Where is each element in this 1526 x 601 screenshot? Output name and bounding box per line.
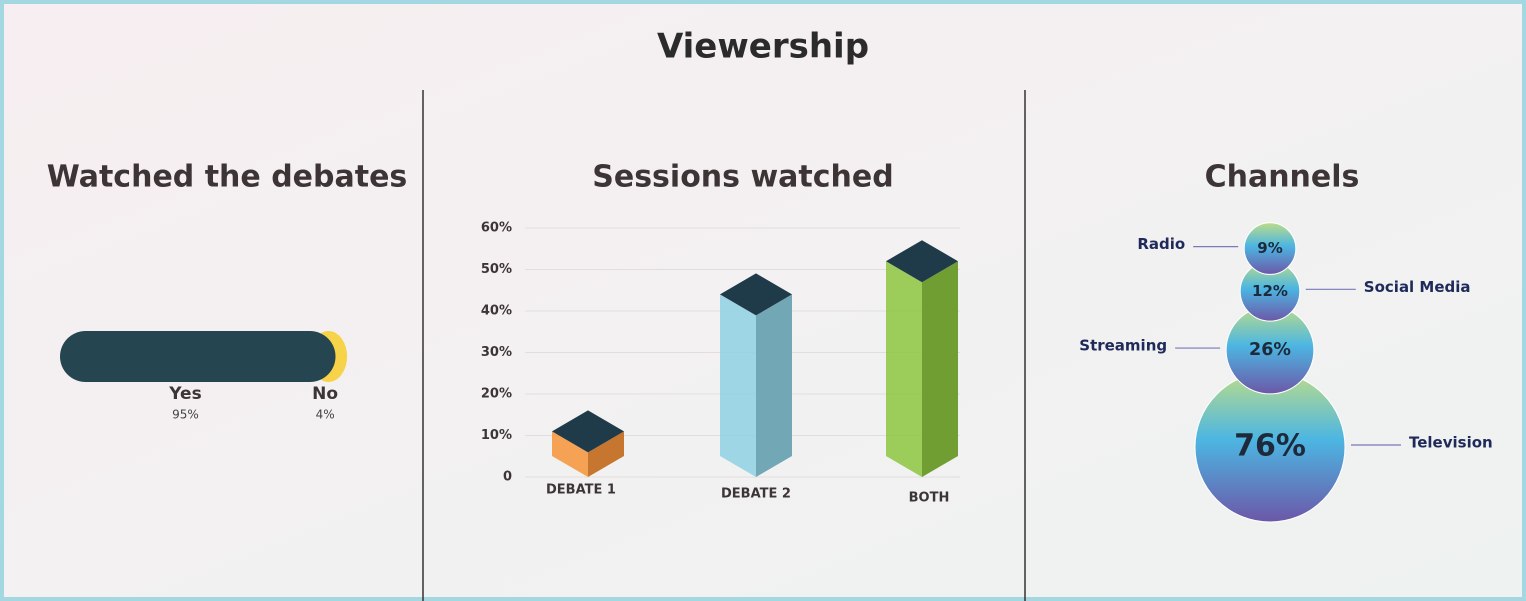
infographic: Viewership Watched the debates Sessions … (0, 0, 1526, 601)
category-label: Radio (1137, 235, 1185, 253)
page-title: Viewership (657, 27, 869, 67)
page: Viewership Watched the debates Sessions … (0, 0, 1526, 601)
chart-title: Watched the debates (47, 160, 408, 195)
y-tick-label: 0 (503, 470, 512, 485)
y-tick-label: 10% (481, 428, 512, 443)
value-label: 76% (1234, 429, 1306, 464)
x-tick-label: BOTH (909, 491, 950, 506)
category-label: Yes (168, 384, 201, 404)
y-tick-label: 60% (481, 221, 512, 236)
bar-face-left (720, 294, 756, 477)
y-tick-label: 20% (481, 387, 512, 402)
x-tick-label: DEBATE 1 (546, 483, 616, 498)
bar-face-left (886, 261, 922, 477)
value-label: 95% (172, 408, 199, 422)
chart-title: Sessions watched (592, 160, 893, 195)
chart-title: Channels (1205, 160, 1360, 195)
y-tick-label: 50% (481, 262, 512, 277)
category-label: Television (1409, 434, 1493, 452)
x-tick-label: DEBATE 2 (721, 487, 791, 502)
value-label: 4% (316, 408, 335, 422)
value-label: 9% (1257, 239, 1282, 257)
y-tick-label: 30% (481, 345, 512, 360)
value-label: 12% (1252, 282, 1288, 300)
category-label: No (312, 384, 338, 404)
category-label: Streaming (1079, 337, 1167, 355)
bar-face-right (756, 294, 792, 477)
y-tick-label: 40% (481, 304, 512, 319)
category-label: Social Media (1364, 278, 1471, 296)
bar-face-right (922, 261, 958, 477)
bar-segment (60, 331, 336, 382)
value-label: 26% (1249, 340, 1291, 360)
